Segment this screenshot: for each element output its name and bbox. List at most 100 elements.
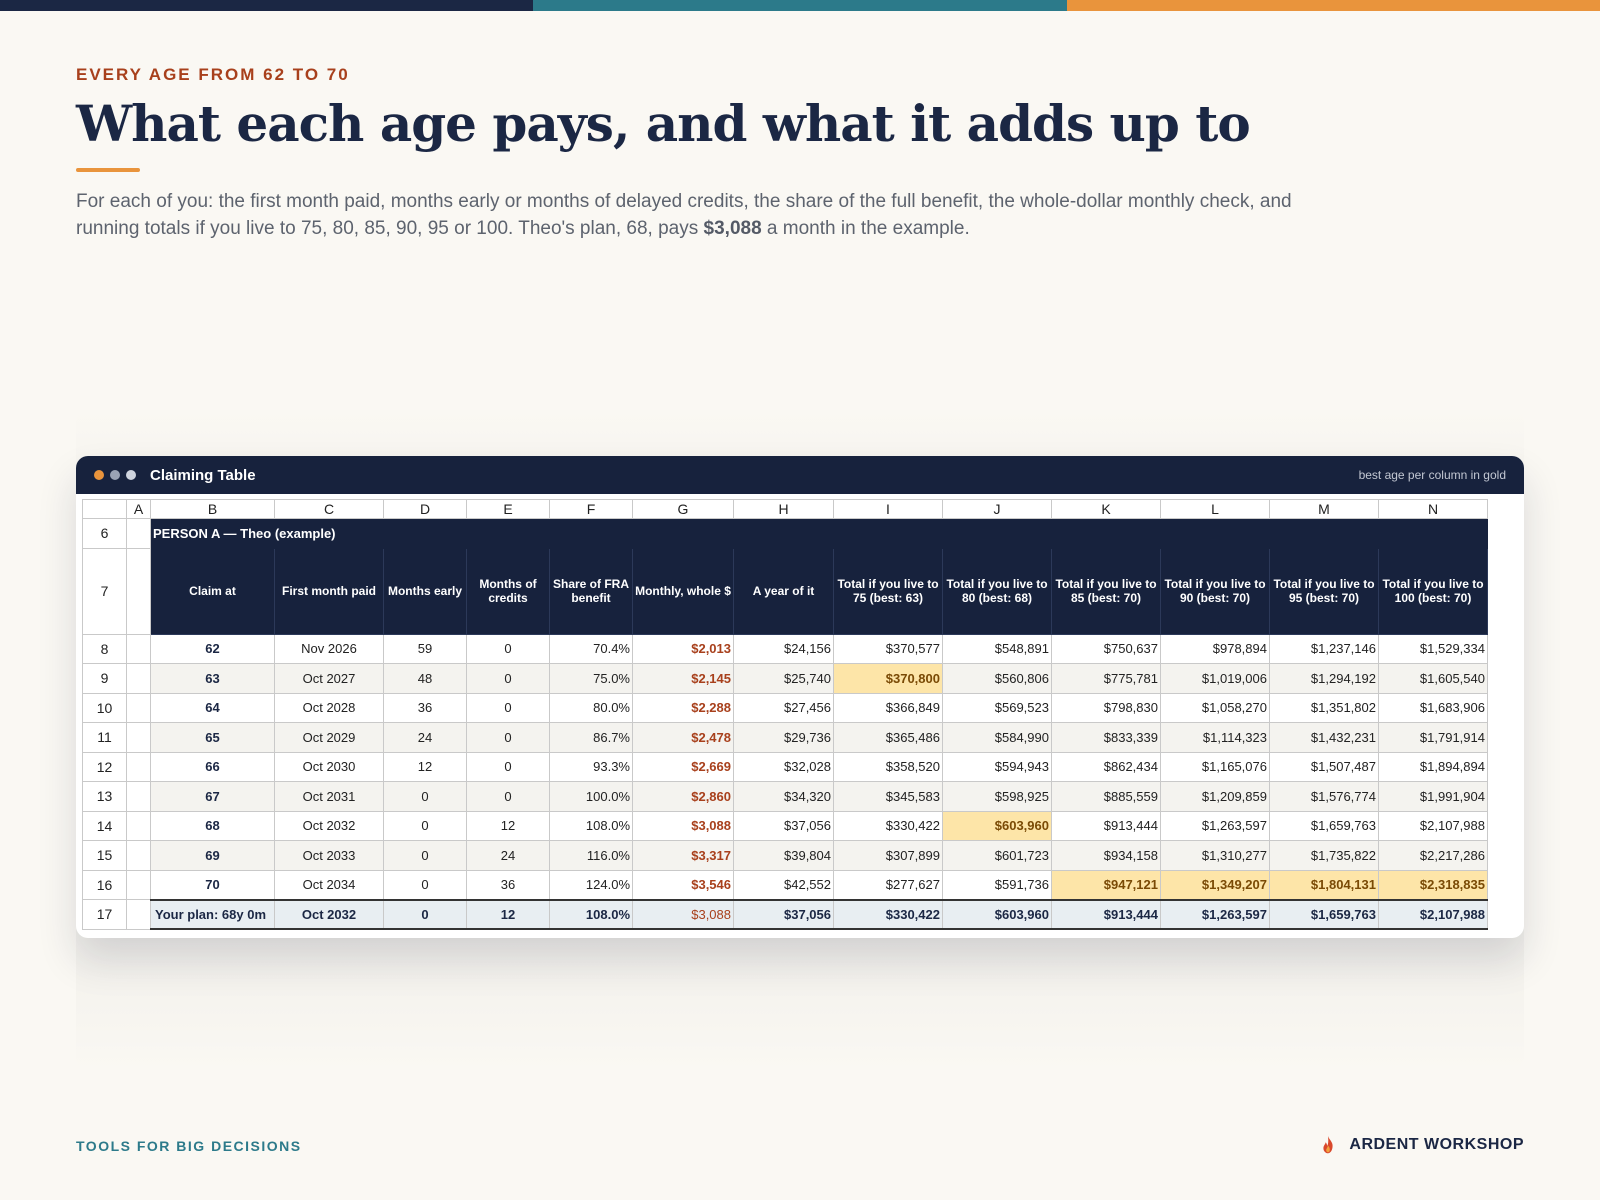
cell[interactable]: $1,432,231 bbox=[1269, 722, 1379, 753]
plan-cell[interactable]: 0 bbox=[383, 898, 467, 930]
row-number[interactable]: 12 bbox=[82, 751, 127, 782]
cell[interactable] bbox=[126, 781, 151, 812]
cell[interactable] bbox=[126, 722, 151, 753]
table-column-heading[interactable]: Total if you live to 90 (best: 70) bbox=[1160, 547, 1270, 635]
cell[interactable]: $569,523 bbox=[942, 692, 1052, 723]
cell[interactable]: $598,925 bbox=[942, 781, 1052, 812]
cell[interactable]: Oct 2031 bbox=[274, 781, 384, 812]
column-header[interactable]: M bbox=[1269, 499, 1379, 519]
cell[interactable]: 0 bbox=[466, 663, 550, 694]
cell[interactable]: $1,165,076 bbox=[1160, 751, 1270, 782]
window-dot-zoom[interactable] bbox=[126, 470, 136, 480]
cell[interactable]: 63 bbox=[150, 663, 275, 694]
cell[interactable]: $25,740 bbox=[733, 663, 834, 694]
cell[interactable]: $2,217,286 bbox=[1378, 840, 1488, 871]
cell[interactable]: 0 bbox=[466, 722, 550, 753]
plan-cell[interactable]: $37,056 bbox=[733, 898, 834, 930]
cell[interactable]: $27,456 bbox=[733, 692, 834, 723]
table-column-heading[interactable]: Claim at bbox=[150, 547, 275, 635]
cell[interactable]: 68 bbox=[150, 810, 275, 841]
cell[interactable]: 59 bbox=[383, 633, 467, 664]
footer-brand[interactable]: ARDENT WORKSHOP bbox=[1317, 1134, 1524, 1156]
cell[interactable]: $3,546 bbox=[632, 869, 734, 900]
cell[interactable]: $24,156 bbox=[733, 633, 834, 664]
cell[interactable]: $42,552 bbox=[733, 869, 834, 900]
cell[interactable]: 0 bbox=[383, 840, 467, 871]
cell[interactable]: $978,894 bbox=[1160, 633, 1270, 664]
cell[interactable]: 69 bbox=[150, 840, 275, 871]
cell[interactable]: $29,736 bbox=[733, 722, 834, 753]
cell[interactable]: 0 bbox=[383, 781, 467, 812]
column-header[interactable]: D bbox=[383, 499, 467, 519]
row-number[interactable]: 7 bbox=[82, 547, 127, 635]
window-dot-close[interactable] bbox=[94, 470, 104, 480]
plan-cell[interactable]: $913,444 bbox=[1051, 898, 1161, 930]
cell[interactable]: $1,529,334 bbox=[1378, 633, 1488, 664]
row-number[interactable]: 6 bbox=[82, 518, 127, 549]
plan-cell[interactable]: $3,088 bbox=[632, 898, 734, 930]
table-column-heading[interactable]: First month paid bbox=[274, 547, 384, 635]
cell[interactable]: $307,899 bbox=[833, 840, 943, 871]
column-header[interactable]: K bbox=[1051, 499, 1161, 519]
cell[interactable]: 12 bbox=[466, 810, 550, 841]
cell[interactable]: $2,013 bbox=[632, 633, 734, 664]
cell[interactable]: 0 bbox=[466, 692, 550, 723]
window-dot-minimize[interactable] bbox=[110, 470, 120, 480]
cell[interactable]: $3,317 bbox=[632, 840, 734, 871]
cell[interactable] bbox=[126, 899, 151, 930]
column-header[interactable]: J bbox=[942, 499, 1052, 519]
cell[interactable]: $934,158 bbox=[1051, 840, 1161, 871]
cell[interactable]: 62 bbox=[150, 633, 275, 664]
cell[interactable]: $370,577 bbox=[833, 633, 943, 664]
cell[interactable]: $1,351,802 bbox=[1269, 692, 1379, 723]
cell[interactable]: 108.0% bbox=[549, 810, 633, 841]
column-header[interactable]: E bbox=[466, 499, 550, 519]
cell[interactable]: $913,444 bbox=[1051, 810, 1161, 841]
cell[interactable] bbox=[126, 633, 151, 664]
cell[interactable]: 93.3% bbox=[549, 751, 633, 782]
cell[interactable]: Oct 2027 bbox=[274, 663, 384, 694]
table-column-heading[interactable]: Total if you live to 100 (best: 70) bbox=[1378, 547, 1488, 635]
cell[interactable]: $37,056 bbox=[733, 810, 834, 841]
plan-cell[interactable]: $603,960 bbox=[942, 898, 1052, 930]
column-header[interactable]: B bbox=[150, 499, 275, 519]
best-value-cell[interactable]: $947,121 bbox=[1051, 869, 1161, 900]
cell[interactable]: 70.4% bbox=[549, 633, 633, 664]
corner-cell[interactable] bbox=[82, 499, 127, 519]
cell[interactable] bbox=[126, 751, 151, 782]
table-column-heading[interactable]: Months of credits bbox=[466, 547, 550, 635]
column-header[interactable]: C bbox=[274, 499, 384, 519]
cell[interactable]: 0 bbox=[466, 633, 550, 664]
best-value-cell[interactable]: $1,804,131 bbox=[1269, 869, 1379, 900]
cell[interactable]: 0 bbox=[383, 810, 467, 841]
cell[interactable] bbox=[126, 810, 151, 841]
cell[interactable]: $1,058,270 bbox=[1160, 692, 1270, 723]
column-header[interactable]: G bbox=[632, 499, 734, 519]
row-number[interactable]: 17 bbox=[82, 899, 127, 930]
row-number[interactable]: 11 bbox=[82, 722, 127, 753]
person-label[interactable]: PERSON A — Theo (example) bbox=[150, 518, 1488, 549]
row-number[interactable]: 13 bbox=[82, 781, 127, 812]
cell[interactable]: $1,894,894 bbox=[1378, 751, 1488, 782]
cell[interactable]: $750,637 bbox=[1051, 633, 1161, 664]
plan-cell[interactable]: 12 bbox=[466, 898, 550, 930]
cell[interactable] bbox=[126, 518, 151, 549]
cell[interactable]: $34,320 bbox=[733, 781, 834, 812]
cell[interactable]: 0 bbox=[466, 781, 550, 812]
cell[interactable]: 65 bbox=[150, 722, 275, 753]
table-column-heading[interactable]: Total if you live to 75 (best: 63) bbox=[833, 547, 943, 635]
cell[interactable]: Oct 2029 bbox=[274, 722, 384, 753]
cell[interactable]: $1,683,906 bbox=[1378, 692, 1488, 723]
cell[interactable]: $358,520 bbox=[833, 751, 943, 782]
column-header[interactable]: I bbox=[833, 499, 943, 519]
cell[interactable]: $1,209,859 bbox=[1160, 781, 1270, 812]
cell[interactable]: Oct 2034 bbox=[274, 869, 384, 900]
plan-cell[interactable]: $2,107,988 bbox=[1378, 898, 1488, 930]
best-value-cell[interactable]: $603,960 bbox=[942, 810, 1052, 841]
plan-cell[interactable]: 108.0% bbox=[549, 898, 633, 930]
column-header[interactable]: A bbox=[126, 499, 151, 519]
cell[interactable]: $1,507,487 bbox=[1269, 751, 1379, 782]
cell[interactable]: 0 bbox=[466, 751, 550, 782]
cell[interactable]: $1,310,277 bbox=[1160, 840, 1270, 871]
cell[interactable]: $2,145 bbox=[632, 663, 734, 694]
